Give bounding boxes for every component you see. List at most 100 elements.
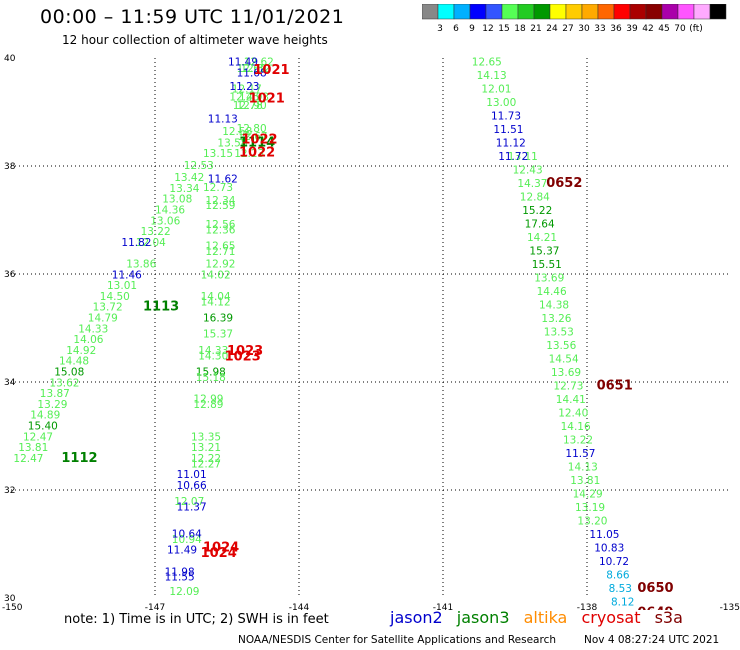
jason3-swh-label: 12.99: [193, 394, 223, 406]
colorbar-label: 18: [514, 24, 526, 34]
wave-height-colorbar: 3 6 9 12 15 18 21 24 27 30 33 36 39 42 45 70 (ft): [422, 4, 727, 34]
colorbar-label: 24: [546, 24, 558, 34]
jason3-swh-label: 12.67: [238, 131, 268, 143]
jason3-swh-label: 12.09: [169, 586, 199, 598]
jason3-swh-label: 14.29: [573, 489, 603, 501]
y-tick-label: 30: [4, 594, 16, 604]
jason2-swh-label: 11.49: [228, 57, 258, 69]
jason3-swh-label: 14.50: [100, 291, 130, 303]
jason3-swh-label: 13.86: [126, 259, 156, 271]
cryosat-track-label: 1022: [241, 132, 277, 147]
cryosat-track-label: 1021: [253, 63, 289, 78]
jason3-swh-label: 12.82: [240, 63, 270, 75]
altika-swh-label: 8.53: [609, 583, 632, 595]
jason3-swh-label: 14.79: [88, 313, 118, 325]
jason3-swh-label: 14.48: [59, 356, 89, 368]
jason2-swh-label: 11.23: [229, 81, 259, 93]
jason3-swh-label: 16.39: [203, 313, 233, 325]
jason2-swh-label: 11.72: [498, 151, 528, 163]
jason3-swh-label: 13.53: [544, 327, 574, 339]
legend-altika: altika: [523, 608, 568, 627]
jason3-swh-label: 12.40: [558, 408, 588, 420]
jason2-swh-label: 11.01: [177, 469, 207, 481]
jason3-swh-label: 12.73: [203, 182, 233, 194]
x-tick-label: -147: [145, 603, 165, 610]
jason3-swh-label: 13.20: [577, 516, 607, 528]
jason3-swh-label: 15.08: [54, 367, 84, 379]
jason3-swh-label: 13.19: [575, 502, 605, 514]
jason3-swh-label: 12.45: [229, 92, 259, 104]
colorbar-label: 42: [642, 24, 653, 34]
s3a-track-label: 0650: [637, 581, 673, 596]
x-tick-label: -138: [577, 603, 598, 610]
colorbar-label: 21: [530, 24, 541, 34]
jason2-swh-label: 10.64: [172, 529, 202, 541]
jason3-swh-label: 14.36: [155, 205, 185, 217]
jason3-swh-label: 12.04: [136, 237, 166, 249]
jason3-swh-label: 17.64: [525, 219, 555, 231]
jason3-swh-label: 14.02: [201, 269, 231, 281]
colorbar-label: 33: [594, 24, 605, 34]
colorbar-label: (ft): [689, 24, 703, 34]
jason3-swh-label: 13.06: [150, 215, 180, 227]
jason2-swh-label: 11.57: [565, 448, 595, 460]
jason3-swh-label: 13.22: [563, 435, 593, 447]
footer-credit: NOAA/NESDIS Center for Satellite Applica…: [238, 634, 719, 646]
jason3-swh-label: 13.15: [203, 148, 233, 160]
y-tick-label: 40: [4, 54, 16, 64]
colorbar-label: 6: [453, 24, 459, 34]
y-tick-label: 36: [4, 270, 16, 280]
jason3-swh-label: 12.23: [234, 148, 264, 160]
jason3-swh-label: 12.89: [193, 399, 223, 411]
footer-center: NOAA/NESDIS Center for Satellite Applica…: [238, 634, 556, 646]
jason3-swh-label: 13.29: [37, 399, 67, 411]
footer-timestamp: Nov 4 08:27:24 UTC 2021: [584, 634, 720, 646]
jason2-swh-label: 10.83: [594, 543, 624, 555]
jason3-swh-label: 15.37: [529, 246, 559, 258]
jason3-swh-label: 12.01: [481, 84, 511, 96]
jason3-swh-label: 12.58: [222, 126, 252, 138]
colorbar-label: 15: [498, 24, 509, 34]
jason2-swh-label: 11.13: [208, 113, 238, 125]
jason3-swh-label: 12.59: [205, 200, 235, 212]
jason3-swh-label: 13.11: [508, 151, 538, 163]
jason3-swh-label: 14.54: [549, 354, 579, 366]
s3a-track-label: 0651: [597, 379, 633, 394]
jason3-swh-label: 12.69: [237, 63, 267, 75]
colorbar-label: 27: [562, 24, 573, 34]
jason3-swh-label: 13.87: [40, 388, 70, 400]
jason3-swh-label: 15.22: [522, 205, 552, 217]
jason3-swh-label: 13.69: [551, 367, 581, 379]
jason3-swh-label: 12.73: [553, 381, 583, 393]
jason3-swh-label: 14.37: [517, 178, 547, 190]
jason3-swh-label: 12.90: [237, 100, 267, 112]
jason2-swh-label: 11.51: [493, 124, 523, 136]
legend-jason3: jason3: [456, 608, 510, 627]
jason2-swh-label: 11.46: [112, 269, 142, 281]
jason3-swh-label: 13.22: [141, 226, 171, 238]
jason3-swh-label: 15.18: [196, 372, 226, 384]
jason3-swh-label: 12.92: [205, 259, 235, 271]
colorbar-label: 30: [578, 24, 590, 34]
jason3-swh-label: 14.12: [201, 296, 231, 308]
jason3-swh-label: 12.34: [205, 195, 235, 207]
jason2-swh-label: 11.68: [237, 67, 267, 79]
jason3-swh-label: 15.51: [532, 259, 562, 271]
legend-cryosat: cryosat: [581, 608, 641, 627]
cryosat-track-label: 1023: [227, 344, 263, 359]
jason2-swh-label: 11.12: [496, 138, 526, 150]
jason3-swh-label: 14.04: [201, 291, 231, 303]
jason3-swh-label: 13.69: [534, 273, 564, 285]
jason3-swh-label: 12.43: [513, 165, 543, 177]
jason3-swh-label: 14.13: [477, 70, 507, 82]
jason3-swh-label: 14.16: [561, 421, 591, 433]
jason3-swh-label: 14.46: [537, 286, 567, 298]
cryosat-track-label: 1024: [203, 541, 239, 556]
jason3-swh-label: 13.34: [169, 183, 199, 195]
x-tick-label: -135: [720, 603, 740, 610]
jason3-swh-label: 12.56: [205, 219, 235, 231]
jason3-swh-label: 12.22: [191, 453, 221, 465]
jason3-swh-label: 12.27: [191, 458, 221, 470]
jason3-swh-label: 14.30: [198, 350, 228, 362]
